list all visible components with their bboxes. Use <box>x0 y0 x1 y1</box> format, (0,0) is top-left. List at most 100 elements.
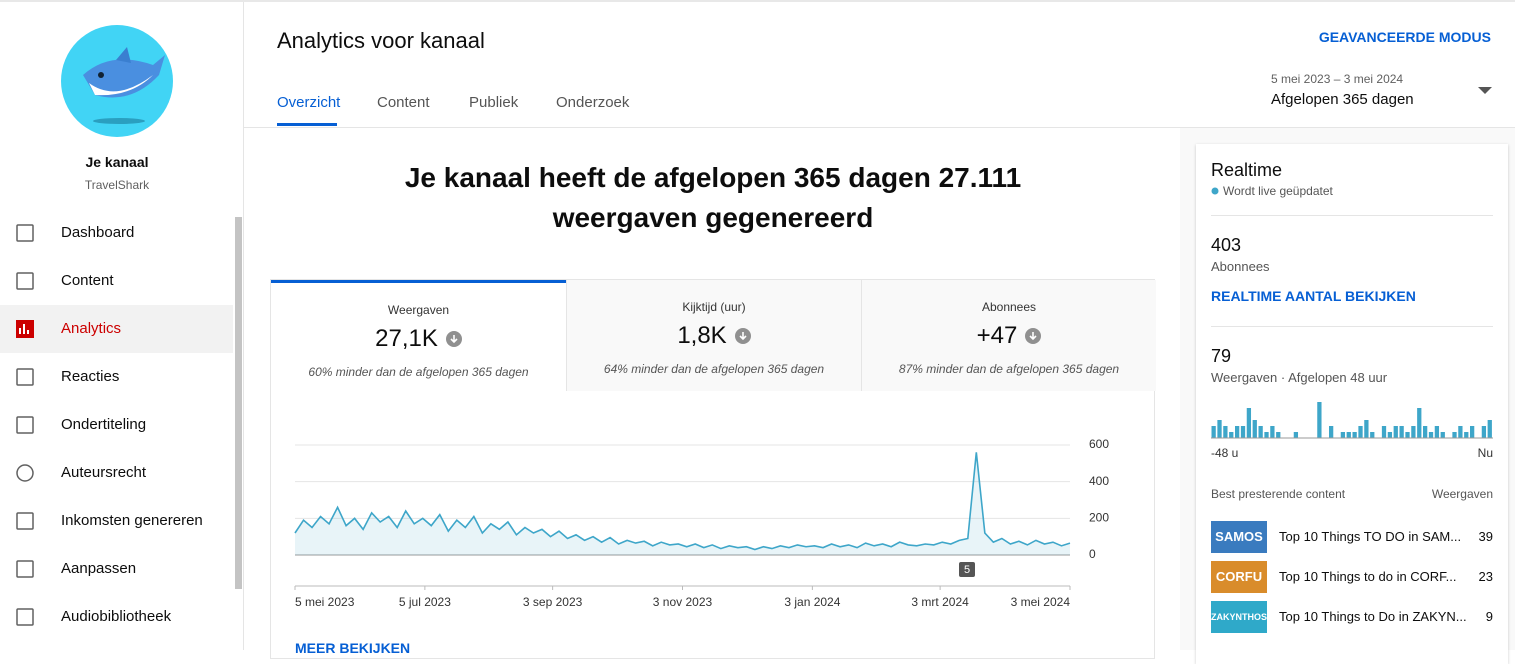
bar[interactable] <box>1258 426 1263 438</box>
advanced-mode[interactable]: GEAVANCEERDE MODUS <box>1318 29 1491 45</box>
bar[interactable] <box>1399 426 1404 438</box>
bar[interactable] <box>1387 432 1393 438</box>
bar[interactable] <box>1487 420 1492 438</box>
top-item[interactable]: SAMOS Top 10 Things TO DO in SAM... 39 <box>1211 521 1493 553</box>
bar[interactable] <box>1423 426 1428 438</box>
bar[interactable] <box>1358 426 1363 438</box>
tab[interactable]: Onderzoek <box>556 94 630 111</box>
live-dot <box>1211 187 1219 195</box>
bar[interactable] <box>1264 432 1269 438</box>
icon-shape <box>16 464 34 482</box>
tab[interactable]: Content <box>377 94 430 111</box>
metric-label: Kijktijd (uur) <box>682 300 746 314</box>
bar[interactable] <box>1452 432 1457 438</box>
channel-name: TravelShark <box>84 178 150 192</box>
bar[interactable] <box>1470 426 1475 438</box>
bar[interactable] <box>1458 426 1463 438</box>
top-item[interactable]: ZAKYNTHOS Top 10 Things to Do in ZAKYN...… <box>1211 601 1493 633</box>
nav-label: Content <box>61 272 114 289</box>
bar[interactable] <box>1246 408 1252 438</box>
headline: Je kanaal heeft de afgelopen 365 dagen 2… <box>404 162 1022 233</box>
bar[interactable] <box>1381 426 1387 438</box>
views-label: Weergaven · Afgelopen 48 uur <box>1211 370 1388 385</box>
bar[interactable] <box>1464 432 1469 438</box>
annotation-badge[interactable] <box>959 562 975 577</box>
x-tick-label: 5 mei 2023 <box>295 595 355 609</box>
nav-icon <box>16 320 34 338</box>
bar[interactable] <box>1481 426 1487 438</box>
page-title: Analytics voor kanaal <box>277 28 485 53</box>
nav-label: Analytics <box>61 320 122 337</box>
bar[interactable] <box>1417 408 1422 438</box>
bar[interactable] <box>1440 432 1445 438</box>
metric-value: 1,8K <box>567 322 861 350</box>
tab[interactable]: Publiek <box>469 94 519 111</box>
icon-shape <box>16 272 34 290</box>
overview-card: Weergaven 27,1K 60% minder dan de afgelope… <box>270 279 1156 659</box>
nav-item[interactable]: Content <box>0 257 233 305</box>
bar[interactable] <box>1411 426 1416 438</box>
bar[interactable] <box>1405 432 1410 438</box>
metric-tab[interactable]: Kijktijd (uur) 1,8K 64% minder dan de afge… <box>566 280 861 391</box>
nav-item[interactable]: Dashboard <box>0 209 233 257</box>
line <box>294 452 1071 551</box>
nav-icon <box>16 512 34 530</box>
bar[interactable] <box>1223 426 1228 438</box>
more-link[interactable]: MEER BEKIJKEN <box>295 640 411 656</box>
bar[interactable] <box>1434 426 1440 438</box>
nav-label: Reacties <box>61 368 120 385</box>
nav-label: Ondertiteling <box>61 416 147 433</box>
down-icon <box>1025 328 1042 344</box>
bar[interactable] <box>1235 426 1240 438</box>
bar[interactable] <box>1211 426 1216 438</box>
dropdown-arrow[interactable] <box>1478 87 1492 95</box>
bar[interactable] <box>1352 432 1357 438</box>
thumbnail: CORFU <box>1211 561 1267 593</box>
bar[interactable] <box>1217 420 1222 438</box>
x-tick-label: 3 jan 2024 <box>784 595 840 609</box>
icon-shape <box>16 608 34 626</box>
bar[interactable] <box>1317 402 1322 438</box>
realtime-status: Wordt live geüpdatet <box>1223 184 1333 198</box>
bar[interactable] <box>1370 432 1375 438</box>
bar[interactable] <box>1252 420 1257 438</box>
nav-item[interactable]: Reacties <box>0 353 233 401</box>
bar[interactable] <box>1340 432 1346 438</box>
metric-note: 87% minder dan de afgelopen 365 dagen <box>898 362 1120 376</box>
icon-shape <box>739 332 747 341</box>
metric-tab[interactable]: Abonnees +47 87% minder dan de afgelopen 3… <box>861 280 1156 391</box>
metric-value: +47 <box>862 322 1156 350</box>
nav-item[interactable]: Audiobibliotheek <box>0 593 233 641</box>
icon-shape <box>16 368 34 386</box>
tab[interactable]: Overzicht <box>277 94 341 111</box>
top-views: 23 <box>1478 569 1493 584</box>
nav-item[interactable]: Inkomsten genereren <box>0 497 233 545</box>
nav-item[interactable]: Analytics <box>0 305 233 353</box>
icon-shape <box>16 560 34 578</box>
bar[interactable] <box>1276 432 1281 438</box>
bar[interactable] <box>1393 426 1398 438</box>
bar[interactable] <box>1346 432 1351 438</box>
header-divider <box>244 127 1515 128</box>
date-range[interactable]: 5 mei 2023 – 3 mei 2024 <box>1271 72 1404 86</box>
icon-shape <box>16 224 34 242</box>
bar[interactable] <box>1293 432 1299 438</box>
area <box>295 452 1070 555</box>
bar[interactable] <box>1329 426 1334 438</box>
bar[interactable] <box>1240 426 1246 438</box>
nav-item[interactable]: Auteursrecht <box>0 449 233 497</box>
bar[interactable] <box>1270 426 1275 438</box>
period[interactable]: Afgelopen 365 dagen <box>1271 91 1414 108</box>
nav-item[interactable]: Aanpassen <box>0 545 233 593</box>
top-item[interactable]: CORFU Top 10 Things to do in CORF... 23 <box>1211 561 1493 593</box>
bar[interactable] <box>1428 432 1434 438</box>
avatar[interactable] <box>61 25 173 137</box>
y-tick-label: 600 <box>1089 437 1109 451</box>
nav-icon <box>16 224 34 242</box>
bar[interactable] <box>1229 432 1234 438</box>
nav-item[interactable]: Ondertiteling <box>0 401 233 449</box>
realtime-link[interactable]: REALTIME AANTAL BEKIJKEN <box>1211 288 1416 304</box>
bar[interactable] <box>1364 420 1369 438</box>
metric-tab[interactable]: Weergaven 27,1K 60% minder dan de afgelope… <box>271 280 566 391</box>
scrollbar[interactable] <box>235 217 242 589</box>
